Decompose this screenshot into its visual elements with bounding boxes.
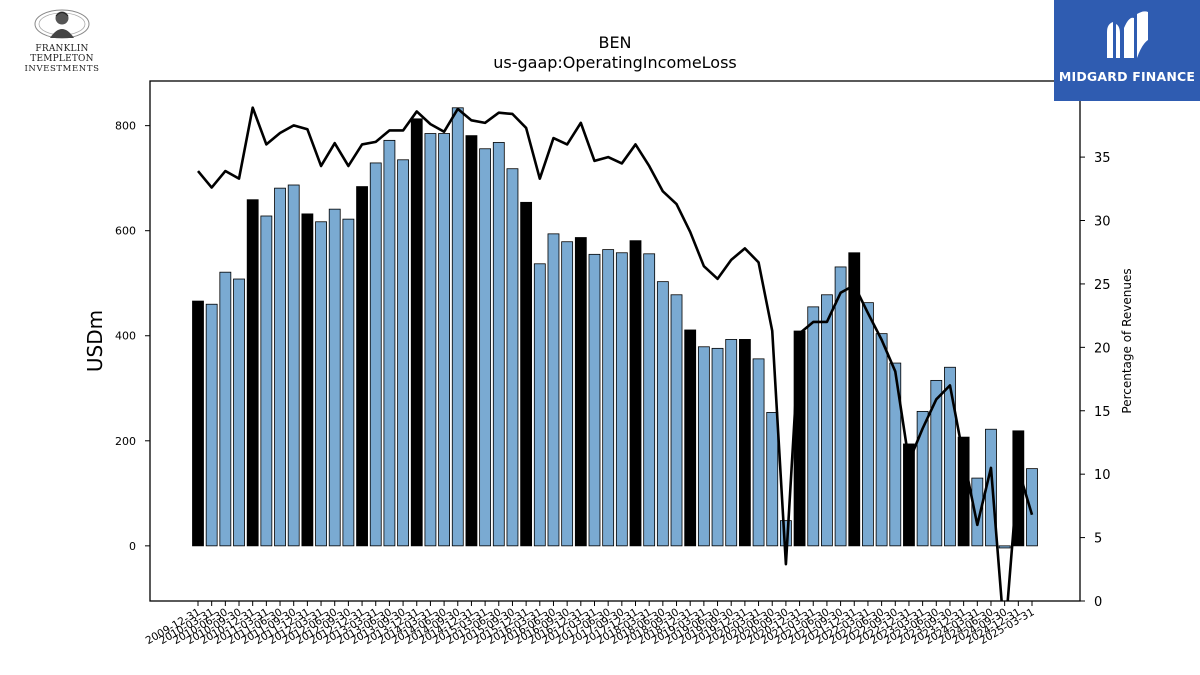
y-tick-label: 600 bbox=[115, 225, 136, 238]
bar bbox=[533, 263, 546, 547]
bar bbox=[930, 379, 943, 547]
bar bbox=[260, 215, 273, 547]
bar bbox=[670, 294, 683, 547]
midgard-finance-logo: MIDGARD FINANCE bbox=[1054, 0, 1200, 101]
bar bbox=[287, 184, 300, 547]
bar bbox=[602, 249, 615, 547]
bar bbox=[793, 330, 806, 547]
y2-tick-label: 35 bbox=[1094, 151, 1111, 166]
bar bbox=[629, 240, 642, 547]
chart-subtitle: us-gaap:OperatingIncomeLoss bbox=[493, 53, 737, 72]
plot-frame bbox=[149, 80, 1081, 602]
x-axis: 2009-12-312010-03-312010-06-302010-09-30… bbox=[144, 601, 1037, 647]
bar bbox=[356, 186, 368, 547]
y2-tick-label: 0 bbox=[1094, 595, 1102, 610]
bar bbox=[725, 339, 738, 547]
bar bbox=[397, 159, 409, 547]
y-axis-right: 0 5 10 15 20 25 30 35 bbox=[1080, 151, 1111, 610]
bar bbox=[656, 281, 669, 547]
y2-tick-label: 25 bbox=[1094, 278, 1111, 293]
bar bbox=[492, 142, 505, 547]
y-tick-label: 800 bbox=[115, 120, 136, 133]
bar bbox=[369, 162, 382, 547]
y-axis-label: USDm bbox=[83, 310, 107, 372]
bar bbox=[971, 477, 984, 547]
bar bbox=[588, 253, 601, 547]
bar bbox=[834, 266, 847, 547]
bar bbox=[233, 278, 245, 547]
y2-tick-label: 30 bbox=[1094, 215, 1111, 230]
bar bbox=[424, 133, 437, 547]
bar bbox=[561, 241, 574, 547]
bar bbox=[889, 362, 902, 547]
midgard-logo-text: MIDGARD FINANCE bbox=[1058, 69, 1196, 84]
bar bbox=[738, 339, 751, 547]
bar bbox=[711, 347, 724, 547]
bar bbox=[192, 300, 204, 547]
bar bbox=[697, 346, 710, 547]
bar bbox=[520, 201, 533, 547]
bar bbox=[862, 302, 874, 547]
bar bbox=[451, 107, 464, 547]
bar bbox=[684, 329, 697, 547]
bar bbox=[916, 410, 929, 547]
bar bbox=[615, 252, 628, 547]
line-layer bbox=[196, 106, 1034, 601]
y-tick-label: 400 bbox=[115, 330, 136, 343]
midgard-mark-icon bbox=[1107, 11, 1148, 59]
bar bbox=[944, 366, 956, 547]
bar bbox=[383, 139, 396, 547]
logo-line-1: FRANKLIN TEMPLETON bbox=[30, 44, 94, 64]
franklin-templeton-logo: FRANKLIN TEMPLETON INVESTMENTS bbox=[4, 4, 120, 74]
bar bbox=[998, 545, 1011, 549]
bar bbox=[219, 271, 232, 547]
bar bbox=[821, 294, 833, 547]
bar bbox=[342, 218, 355, 547]
bar bbox=[574, 237, 587, 547]
bar bbox=[205, 303, 218, 547]
bar bbox=[438, 133, 451, 547]
bar bbox=[766, 412, 779, 547]
chart-title: BEN bbox=[598, 33, 631, 52]
y-tick-label: 0 bbox=[129, 540, 136, 553]
y-tick-label: 200 bbox=[115, 435, 136, 448]
y2-tick-label: 5 bbox=[1094, 532, 1102, 547]
y-axis-left: 0 200 400 600 800 bbox=[115, 120, 150, 553]
bar bbox=[957, 436, 970, 547]
bar bbox=[301, 213, 314, 547]
bar bbox=[752, 358, 765, 547]
series-line bbox=[196, 106, 1034, 601]
y2-tick-label: 20 bbox=[1094, 341, 1111, 356]
bar bbox=[479, 148, 492, 547]
bar bbox=[328, 208, 341, 547]
bars-layer bbox=[192, 107, 1038, 549]
bar bbox=[315, 221, 327, 547]
y2-axis-label: Percentage of Revenues bbox=[1120, 268, 1134, 413]
bar bbox=[903, 443, 915, 547]
y2-tick-label: 10 bbox=[1094, 468, 1111, 483]
portrait-icon bbox=[34, 9, 90, 39]
y2-tick-label: 15 bbox=[1094, 405, 1111, 420]
bar bbox=[875, 333, 888, 547]
bar bbox=[465, 135, 478, 547]
bar bbox=[547, 233, 560, 547]
bar bbox=[1026, 468, 1038, 547]
logo-line-2: INVESTMENTS bbox=[24, 64, 100, 74]
bar bbox=[807, 306, 820, 547]
bar bbox=[246, 199, 259, 547]
bar bbox=[506, 168, 519, 547]
bar bbox=[848, 252, 861, 547]
bar bbox=[643, 253, 656, 547]
bar bbox=[410, 118, 423, 547]
bar bbox=[274, 187, 286, 547]
